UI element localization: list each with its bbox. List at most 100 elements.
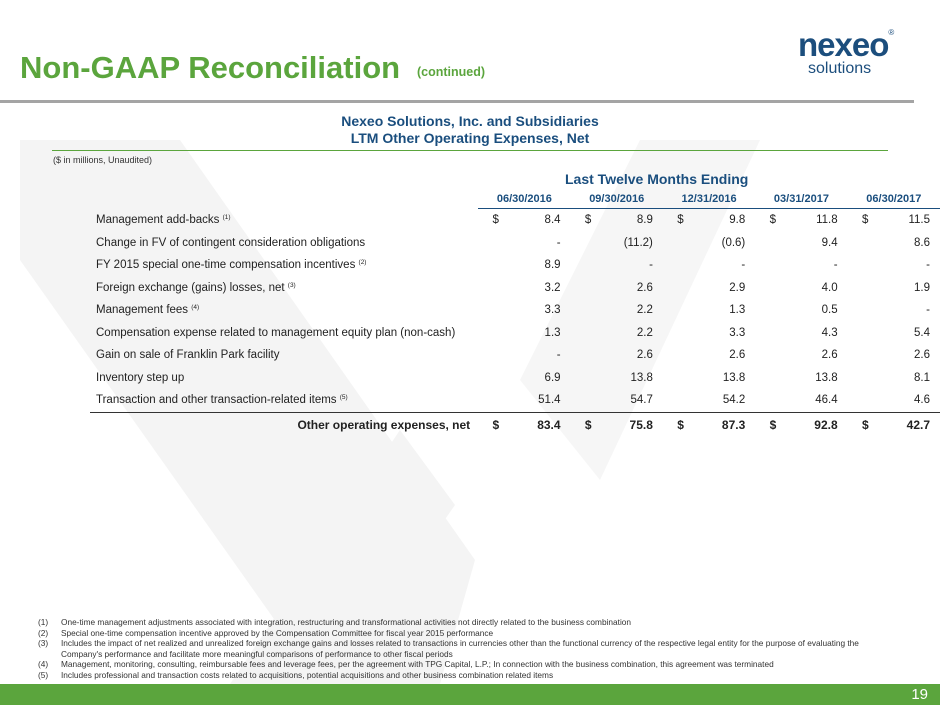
cell-value: 54.7 — [630, 394, 653, 407]
value-cell: 5.4 — [848, 322, 940, 345]
cell-value: 4.3 — [821, 326, 838, 339]
footnote-ref: (3) — [287, 281, 296, 289]
value-cell: (0.6) — [663, 232, 755, 255]
footnote-number: (2) — [38, 627, 49, 638]
footnote-text: Management, monitoring, consulting, reim… — [61, 659, 774, 669]
footer-bar: 19 — [0, 684, 940, 705]
cell-value: - — [741, 259, 746, 272]
cell-value: 2.6 — [636, 281, 653, 294]
value-cell: 13.8 — [571, 367, 663, 390]
footnote-text: Includes professional and transaction co… — [61, 669, 554, 680]
cell-value: 13.8 — [815, 371, 838, 384]
cell-value: 5.4 — [914, 326, 930, 339]
value-cell: 13.8 — [755, 367, 847, 390]
value-cell: $92.8 — [755, 411, 848, 437]
cell-value: 2.9 — [729, 281, 746, 294]
cell-value: 4.0 — [821, 281, 838, 294]
value-cell: $87.3 — [662, 411, 756, 437]
page-title: Non-GAAP Reconciliation — [20, 50, 401, 85]
cell-value: 51.4 — [538, 394, 561, 407]
footnote: (5) Includes professional and transaction… — [38, 670, 898, 681]
currency-symbol: $ — [584, 417, 592, 432]
value-cell: 1.3 — [478, 322, 570, 345]
value-cell: 46.4 — [755, 389, 847, 412]
value-cell: 8.6 — [848, 232, 940, 255]
currency-symbol: $ — [492, 417, 500, 432]
value-cell: - — [848, 299, 940, 322]
value-cell: $11.5 — [848, 209, 940, 232]
cell-value: 11.8 — [816, 214, 838, 227]
value-cell: (11.2) — [571, 232, 663, 255]
column-header: 03/31/2017 — [755, 190, 848, 209]
row-label-cell: Gain on sale of Franklin Park facility — [90, 344, 478, 367]
currency-symbol: $ — [769, 214, 777, 227]
column-header: 06/30/2016 — [478, 190, 571, 209]
cell-value: 2.6 — [914, 349, 930, 362]
value-cell: 13.8 — [663, 367, 755, 390]
value-cell: 3.3 — [478, 299, 570, 322]
cell-value: 8.9 — [636, 214, 653, 227]
value-cell: 1.3 — [663, 299, 755, 322]
table-subtitle: LTM Other Operating Expenses, Net — [350, 130, 590, 146]
value-cell: 2.6 — [571, 344, 663, 367]
footnote: (4) Management, monitoring, consulting, r… — [38, 659, 898, 670]
value-cell: $8.9 — [571, 209, 663, 232]
cell-value: 8.4 — [544, 214, 561, 227]
table-row: Transaction and other transaction-relate… — [90, 389, 940, 412]
cell-value: 1.3 — [544, 326, 561, 339]
logo-registered-mark: ® — [888, 28, 895, 37]
cell-value: 0.5 — [821, 304, 838, 317]
currency-symbol: $ — [584, 214, 592, 227]
footnote: (2) Special one-time compensation incenti… — [38, 628, 898, 639]
cell-value: 13.8 — [722, 371, 746, 384]
row-label-cell: Management add-backs (1) — [90, 209, 478, 232]
table-row: Inventory step up 6.9 13.8 13.8 13.8 8.1 — [90, 367, 940, 390]
cell-value: 3.3 — [729, 326, 746, 339]
units-note: ($ in millions, Unaudited) — [53, 155, 153, 165]
cell-value: 2.2 — [636, 326, 653, 339]
cell-value: 9.8 — [729, 214, 746, 227]
footnote-number: (5) — [38, 669, 49, 680]
cell-value: - — [926, 304, 930, 317]
row-label: Inventory step up — [96, 371, 185, 384]
title-continued-label: (continued) — [417, 65, 486, 79]
value-cell: - — [848, 254, 940, 277]
value-cell: 0.5 — [755, 299, 847, 322]
value-cell: 2.6 — [571, 277, 663, 300]
value-cell: $42.7 — [847, 411, 940, 437]
cell-value: 9.4 — [821, 236, 838, 249]
column-header-row: 06/30/2016 09/30/2016 12/31/2016 03/31/2… — [90, 190, 940, 209]
table-row: Change in FV of contingent consideration… — [90, 232, 940, 255]
value-cell: 8.9 — [478, 254, 570, 277]
row-label-cell: Foreign exchange (gains) losses, net (3) — [90, 277, 478, 300]
footnote: (1) One-time management adjustments assoc… — [38, 617, 898, 628]
row-label: Management add-backs — [96, 214, 220, 226]
footnote-number: (4) — [38, 659, 49, 669]
row-label: Gain on sale of Franklin Park facility — [96, 349, 280, 362]
footnote-text: Includes the impact of net realized and … — [61, 638, 859, 659]
row-label: Compensation expense related to manageme… — [96, 326, 456, 339]
cell-value: (0.6) — [721, 236, 746, 249]
logo-wordmark: nexeo — [798, 26, 889, 63]
value-cell: 54.7 — [571, 389, 663, 412]
cell-value: 54.2 — [722, 394, 746, 407]
value-cell: 3.3 — [663, 322, 755, 345]
currency-symbol: $ — [677, 214, 684, 227]
cell-value: 6.9 — [544, 371, 561, 384]
value-cell: 2.2 — [571, 299, 663, 322]
total-label-cell: Other operating expenses, net — [90, 411, 479, 437]
value-cell: $11.8 — [755, 209, 847, 232]
cell-value: 46.4 — [815, 394, 838, 407]
table-row: Foreign exchange (gains) losses, net (3)… — [90, 277, 940, 300]
cell-value: - — [833, 259, 838, 272]
header-divider — [0, 100, 914, 103]
cell-value: 8.9 — [544, 259, 561, 272]
row-label-cell: Transaction and other transaction-relate… — [90, 389, 478, 412]
header-spacer — [90, 190, 478, 209]
row-label: Management fees — [96, 304, 189, 317]
row-label: Transaction and other transaction-relate… — [96, 394, 337, 407]
cell-value: 13.8 — [630, 371, 653, 384]
footnote-ref: (2) — [358, 259, 367, 267]
row-label: Foreign exchange (gains) losses, net — [96, 281, 285, 294]
footnote-number: (3) — [38, 638, 49, 648]
